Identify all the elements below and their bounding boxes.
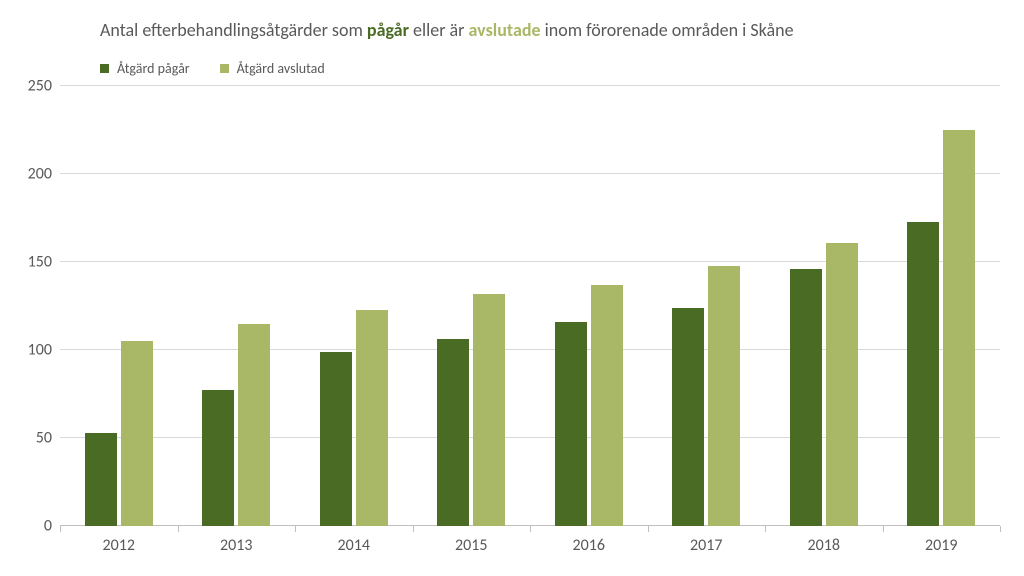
x-tick-mark [765, 526, 766, 532]
legend-label: Åtgärd pågår [117, 60, 190, 77]
plot-area: 0501001502002502012201320142015201620172… [60, 86, 1000, 526]
x-tick-mark [178, 526, 179, 532]
y-tick-label: 250 [28, 77, 52, 96]
bar [85, 433, 117, 526]
title-text-mid: eller är [409, 19, 469, 41]
y-tick-label: 150 [28, 253, 52, 272]
legend-swatch [220, 64, 229, 73]
bar [473, 294, 505, 526]
x-tick-label: 2019 [925, 536, 957, 555]
x-tick-mark [883, 526, 884, 532]
bar [591, 285, 623, 526]
legend-item: Åtgärd avslutad [220, 60, 325, 77]
legend-swatch [100, 64, 109, 73]
title-highlight-avslutade: avslutade [469, 19, 541, 41]
x-tick-label: 2018 [808, 536, 840, 555]
y-tick-label: 200 [28, 165, 52, 184]
bar [907, 222, 939, 526]
y-tick-label: 50 [36, 429, 52, 448]
x-tick-label: 2016 [573, 536, 605, 555]
bar [437, 339, 469, 526]
bar [826, 243, 858, 526]
bar [708, 266, 740, 526]
bar [202, 390, 234, 526]
x-tick-mark [413, 526, 414, 532]
chart-container: Antal efterbehandlingsåtgärder som pågår… [0, 0, 1024, 576]
y-tick-label: 100 [28, 341, 52, 360]
x-tick-mark [295, 526, 296, 532]
bar [356, 310, 388, 526]
x-tick-mark [60, 526, 61, 532]
title-highlight-pagar: pågår [367, 19, 409, 41]
x-tick-label: 2017 [690, 536, 722, 555]
bar [943, 130, 975, 526]
chart-title: Antal efterbehandlingsåtgärder som pågår… [100, 18, 964, 42]
bar [238, 324, 270, 526]
legend-label: Åtgärd avslutad [237, 60, 325, 77]
x-tick-mark [530, 526, 531, 532]
title-text-pre: Antal efterbehandlingsåtgärder som [100, 19, 367, 41]
bar [320, 352, 352, 526]
bar [121, 341, 153, 526]
x-tick-label: 2013 [220, 536, 252, 555]
legend-item: Åtgärd pågår [100, 60, 190, 77]
title-text-post: inom förorenade områden i Skåne [541, 19, 794, 41]
x-tick-mark [648, 526, 649, 532]
x-tick-label: 2015 [455, 536, 487, 555]
x-tick-label: 2014 [338, 536, 370, 555]
bar [555, 322, 587, 526]
y-tick-label: 0 [44, 517, 52, 536]
bars-layer [60, 86, 1000, 526]
x-tick-label: 2012 [103, 536, 135, 555]
legend: Åtgärd pågår Åtgärd avslutad [100, 60, 325, 77]
bar [790, 269, 822, 526]
x-tick-mark [1000, 526, 1001, 532]
bar [672, 308, 704, 526]
